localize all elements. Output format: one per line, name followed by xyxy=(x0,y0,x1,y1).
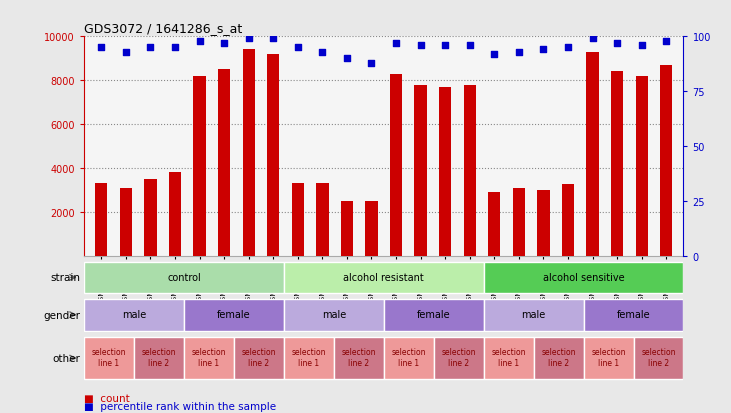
Bar xyxy=(586,52,599,256)
Text: control: control xyxy=(167,272,201,282)
Point xyxy=(488,51,500,58)
Bar xyxy=(218,70,230,256)
Bar xyxy=(583,337,634,380)
Bar xyxy=(384,337,433,380)
Point xyxy=(243,36,254,43)
Text: alcohol sensitive: alcohol sensitive xyxy=(543,272,624,282)
Bar xyxy=(334,337,384,380)
Bar xyxy=(234,337,284,380)
Text: selection
line 2: selection line 2 xyxy=(341,348,376,367)
Bar xyxy=(243,50,255,256)
Text: strain: strain xyxy=(50,273,80,283)
Point xyxy=(120,49,132,56)
Point xyxy=(439,43,451,49)
Text: selection
line 2: selection line 2 xyxy=(442,348,476,367)
Bar xyxy=(84,299,184,331)
Point xyxy=(611,40,623,47)
Text: ■  count: ■ count xyxy=(84,393,130,403)
Point xyxy=(292,45,303,52)
Bar xyxy=(634,337,683,380)
Point xyxy=(414,43,426,49)
Text: selection
line 1: selection line 1 xyxy=(392,348,426,367)
Text: gender: gender xyxy=(43,310,80,320)
Bar xyxy=(583,299,683,331)
Text: female: female xyxy=(417,309,450,319)
Point xyxy=(660,38,672,45)
Text: other: other xyxy=(53,353,80,363)
Point xyxy=(145,45,156,52)
Point xyxy=(464,43,476,49)
Bar xyxy=(169,173,181,256)
Text: male: male xyxy=(322,309,346,319)
Bar xyxy=(635,76,648,256)
Bar xyxy=(134,337,184,380)
Bar xyxy=(284,262,484,294)
Bar xyxy=(484,337,534,380)
Point xyxy=(366,60,377,67)
Text: selection
line 1: selection line 1 xyxy=(292,348,326,367)
Text: selection
line 2: selection line 2 xyxy=(142,348,176,367)
Bar xyxy=(194,76,205,256)
Text: female: female xyxy=(617,309,651,319)
Bar xyxy=(433,337,484,380)
Text: ■  percentile rank within the sample: ■ percentile rank within the sample xyxy=(84,401,276,411)
Bar xyxy=(512,188,525,256)
Bar xyxy=(439,88,451,256)
Text: female: female xyxy=(217,309,251,319)
Text: alcohol resistant: alcohol resistant xyxy=(344,272,424,282)
Bar xyxy=(562,185,574,256)
Bar xyxy=(414,85,427,256)
Bar xyxy=(534,337,583,380)
Point xyxy=(587,36,599,43)
Point xyxy=(636,43,648,49)
Bar xyxy=(95,184,107,256)
Text: selection
line 1: selection line 1 xyxy=(491,348,526,367)
Text: selection
line 2: selection line 2 xyxy=(542,348,576,367)
Bar xyxy=(463,85,476,256)
Bar xyxy=(284,299,384,331)
Text: male: male xyxy=(521,309,546,319)
Bar xyxy=(184,299,284,331)
Point xyxy=(537,47,549,54)
Bar xyxy=(537,190,550,256)
Text: selection
line 1: selection line 1 xyxy=(92,348,126,367)
Bar xyxy=(184,337,234,380)
Bar xyxy=(484,299,583,331)
Bar xyxy=(611,72,624,256)
Bar xyxy=(292,184,304,256)
Bar xyxy=(366,201,378,256)
Text: selection
line 2: selection line 2 xyxy=(242,348,276,367)
Bar xyxy=(484,262,683,294)
Bar xyxy=(660,66,673,256)
Bar xyxy=(488,192,501,256)
Bar xyxy=(84,262,284,294)
Text: selection
line 1: selection line 1 xyxy=(192,348,226,367)
Point xyxy=(562,45,574,52)
Point xyxy=(390,40,402,47)
Bar xyxy=(84,337,134,380)
Text: male: male xyxy=(122,309,146,319)
Point xyxy=(268,36,279,43)
Point xyxy=(169,45,181,52)
Bar xyxy=(120,188,132,256)
Point xyxy=(317,49,328,56)
Text: selection
line 1: selection line 1 xyxy=(591,348,626,367)
Bar xyxy=(341,201,353,256)
Point xyxy=(341,56,353,62)
Bar xyxy=(390,74,402,256)
Point xyxy=(219,40,230,47)
Bar xyxy=(317,184,328,256)
Text: GDS3072 / 1641286_s_at: GDS3072 / 1641286_s_at xyxy=(84,21,242,35)
Bar xyxy=(267,55,279,256)
Bar xyxy=(144,179,156,256)
Text: selection
line 2: selection line 2 xyxy=(641,348,675,367)
Bar xyxy=(384,299,484,331)
Point xyxy=(96,45,107,52)
Point xyxy=(513,49,525,56)
Bar xyxy=(284,337,334,380)
Point xyxy=(194,38,205,45)
